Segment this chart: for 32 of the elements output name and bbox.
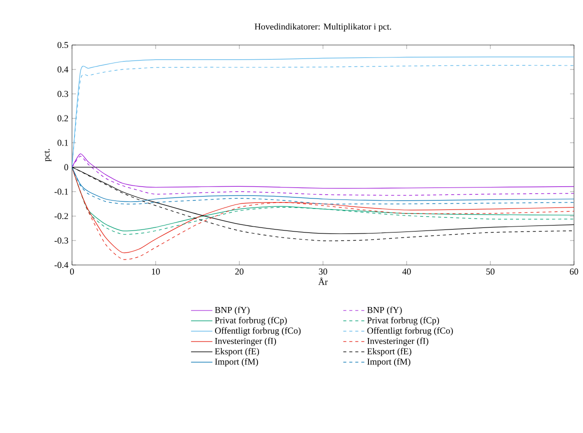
y-tick-label: -0.4 xyxy=(54,262,68,268)
y-tick-label: -0.1 xyxy=(54,188,68,195)
legend-label: BNP (fY) xyxy=(214,306,250,315)
legend-label: Offentligt forbrug (fCo) xyxy=(215,327,301,336)
y-tick-label: -0.2 xyxy=(54,213,68,220)
legend-label: Import (fM) xyxy=(367,358,410,367)
x-tick-label: 50 xyxy=(486,268,494,275)
x-axis-title: År xyxy=(318,277,328,285)
x-tick-label: 60 xyxy=(570,268,578,275)
y-tick-label: 0.2 xyxy=(58,115,68,122)
legend-label: Import (fM) xyxy=(215,358,258,367)
legend-label: BNP (fY) xyxy=(367,306,402,315)
chart-title: Hovedindikatorer: Multiplikator i pct. xyxy=(254,23,392,32)
y-tick-label: 0.4 xyxy=(58,66,68,73)
y-tick-label: 0.5 xyxy=(58,42,68,48)
x-tick-label: 20 xyxy=(235,268,244,275)
legend-label: Privat forbrug (fCp) xyxy=(214,316,287,326)
y-tick-label: 0 xyxy=(64,164,68,170)
x-tick-label: 40 xyxy=(402,268,411,275)
x-tick-label: 0 xyxy=(70,268,74,275)
y-axis-title: pct. xyxy=(44,148,52,162)
legend-label: Offentligt forbrug (fCo) xyxy=(367,327,453,336)
legend-label: Eksport (fE) xyxy=(367,348,412,356)
y-tick-label: 0.3 xyxy=(58,90,68,97)
legend-label: Investeringer (fI) xyxy=(215,338,276,346)
x-tick-label: 30 xyxy=(318,268,328,275)
legend-label: Privat forbrug (fCp) xyxy=(367,316,440,326)
legend-label: Eksport (fE) xyxy=(214,348,260,356)
legend-label: Investeringer (fI) xyxy=(367,338,428,346)
y-tick-label: 0.1 xyxy=(58,140,68,146)
x-tick-label: 10 xyxy=(152,268,160,275)
y-tick-label: -0.3 xyxy=(54,237,68,244)
